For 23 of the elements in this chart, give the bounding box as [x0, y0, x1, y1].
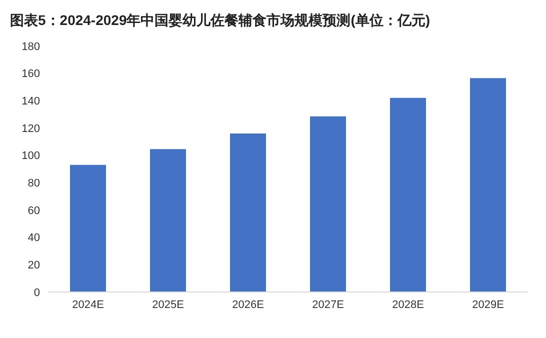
bar: [230, 133, 266, 292]
y-tick-label: 140: [22, 96, 40, 108]
x-tick-label: 2029E: [472, 298, 504, 311]
bar: [310, 116, 346, 292]
chart-title: 图表5：2024-2029年中国婴幼儿佐餐辅食市场规模预测(单位：亿元): [9, 11, 432, 30]
y-tick-label: 0: [34, 286, 40, 299]
y-tick-label: 120: [22, 122, 40, 135]
x-tick-label: 2024E: [72, 298, 104, 311]
bar: [470, 78, 506, 292]
x-tick-label: 2026E: [232, 298, 264, 311]
y-tick-label: 100: [22, 150, 40, 162]
y-tick-label: 80: [28, 178, 40, 190]
x-tick-label: 2025E: [152, 298, 184, 311]
y-tick-label: 60: [28, 204, 40, 217]
y-tick-label: 160: [22, 68, 40, 80]
bar: [390, 98, 426, 292]
bar: [150, 149, 186, 292]
y-tick-label: 20: [28, 260, 40, 272]
x-tick-label: 2028E: [392, 298, 424, 311]
y-tick-label: 40: [28, 232, 40, 244]
x-tick-label: 2027E: [312, 298, 344, 311]
bar: [70, 164, 106, 292]
y-tick-label: 180: [22, 40, 40, 53]
